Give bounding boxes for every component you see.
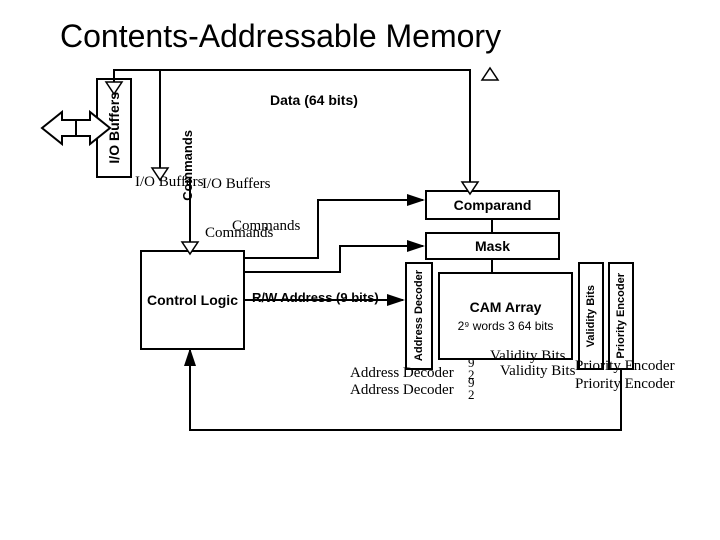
io-buffers-block: I/O Buffers bbox=[96, 78, 132, 178]
data-signal-label: Data (64 bits) bbox=[270, 92, 358, 108]
mask-block: Mask bbox=[425, 232, 560, 260]
comparand-block: Comparand bbox=[425, 190, 560, 220]
cam-array-label-1: CAM Array bbox=[470, 299, 542, 315]
overlay-addr-dec-1: Address Decoder bbox=[350, 365, 454, 382]
overlay-priority-2: Priority Encoder bbox=[575, 376, 675, 393]
page-title: Contents-Addressable Memory bbox=[60, 18, 501, 55]
control-logic-block: Control Logic bbox=[140, 250, 245, 350]
commands-signal-label: Commands bbox=[180, 130, 195, 204]
overlay-nine-two-2: 92 bbox=[468, 377, 475, 400]
overlay-io-buffers-2: I/O Buffers bbox=[202, 176, 270, 193]
rw-address-label: R/W Address (9 bits) bbox=[252, 290, 379, 305]
mask-label: Mask bbox=[475, 238, 510, 254]
cam-array-block: CAM Array 2⁹ words 3 64 bits bbox=[438, 272, 573, 360]
comparand-label: Comparand bbox=[454, 197, 532, 213]
io-buffers-label: I/O Buffers bbox=[106, 92, 122, 164]
address-decoder-block: Address Decoder bbox=[405, 262, 433, 370]
overlay-validity-2: Validity Bits bbox=[500, 363, 575, 380]
validity-bits-block: Validity Bits bbox=[578, 262, 604, 370]
overlay-commands-2: Commands bbox=[232, 218, 300, 235]
priority-encoder-label: Priority Encoder bbox=[615, 273, 627, 359]
address-decoder-label: Address Decoder bbox=[413, 270, 425, 361]
overlay-priority-1: Priority Encoder bbox=[575, 358, 675, 375]
validity-bits-label: Validity Bits bbox=[585, 285, 597, 347]
overlay-io-buffers-1: I/O Buffers bbox=[135, 174, 203, 191]
overlay-addr-dec-2: Address Decoder bbox=[350, 382, 454, 399]
control-logic-label: Control Logic bbox=[147, 292, 238, 308]
priority-encoder-block: Priority Encoder bbox=[608, 262, 634, 370]
cam-array-label-2: 2⁹ words 3 64 bits bbox=[458, 319, 554, 333]
